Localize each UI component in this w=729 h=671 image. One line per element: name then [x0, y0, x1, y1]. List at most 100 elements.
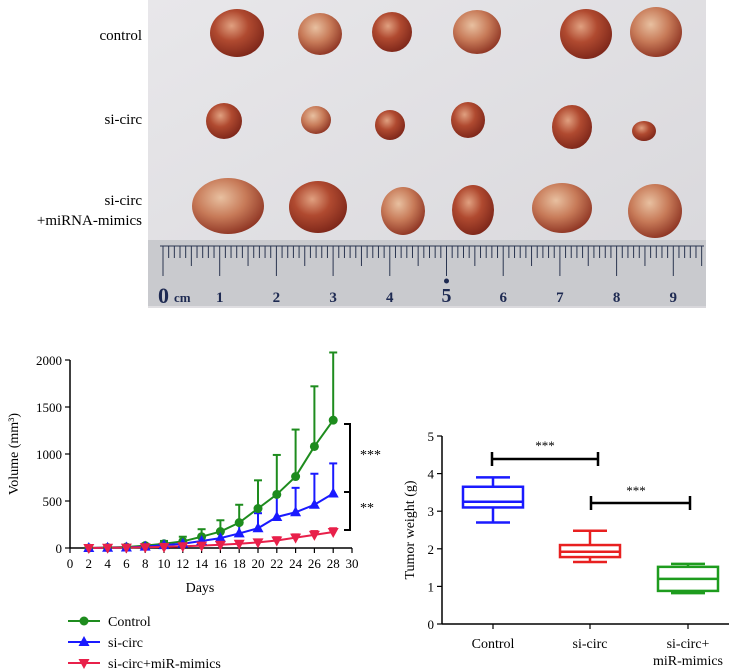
data-point: [233, 539, 245, 550]
tumor: [298, 13, 342, 55]
tumor: [192, 178, 264, 234]
data-point: [214, 532, 226, 543]
row-label-si-circ: si-circ: [105, 112, 143, 128]
tumor: [210, 9, 264, 57]
line-chart-x-tick-label: 0: [67, 556, 74, 571]
tumor: [632, 121, 656, 141]
box-plot-y-tick-label: 5: [428, 429, 435, 444]
box-sig-label-1: ***: [535, 438, 555, 453]
box-category-control: Control: [472, 637, 515, 652]
data-point: [102, 543, 114, 554]
line-chart-y-tick-label: 500: [43, 494, 63, 509]
sig-label-2: **: [360, 501, 374, 516]
data-point: [78, 636, 90, 646]
box-plot-boxes: [461, 476, 720, 595]
line-chart-y-tick-label: 2000: [36, 353, 62, 368]
data-point: [291, 472, 301, 482]
tumor: [451, 102, 485, 138]
volume-line-chart: 0 2 4 6 8 10 12 14 16 18 20 22 24 26 28 300500100015002…: [7, 351, 381, 671]
ruler-ticks: [162, 246, 703, 276]
box-sig-bracket-1: [490, 452, 600, 466]
ruler-dot: [444, 278, 449, 284]
legend-label: si-circ: [108, 636, 143, 651]
legend-label: Control: [108, 615, 151, 630]
line-chart-x-tick-label: 2: [86, 556, 93, 571]
data-point: [196, 541, 208, 552]
data-point: [253, 504, 263, 514]
line-chart-x-tick-label: 10: [158, 556, 171, 571]
data-point: [271, 510, 283, 521]
data-point: [233, 527, 245, 538]
ruler-label: 1: [216, 290, 224, 306]
data-point: [79, 616, 89, 626]
tumor-row-si-circ: [206, 102, 656, 149]
ruler-body: [148, 240, 706, 306]
line-chart-y-tick-label: 0: [56, 541, 63, 556]
line-chart-x-tick-label: 6: [123, 556, 130, 571]
box-plot-y-tick-label: 4: [428, 467, 435, 482]
ruler-label: 3: [329, 290, 337, 306]
data-point: [234, 518, 244, 528]
line-chart-x-tick-label: 26: [308, 556, 322, 571]
ruler-labels: 1 2 3 4 5 6 7 8 9: [216, 278, 678, 307]
line-chart-x-tick-label: 16: [214, 556, 228, 571]
tumor: [452, 185, 494, 235]
data-point: [327, 487, 339, 498]
ruler-unit: cm: [174, 290, 191, 305]
box-plot-axes: 0 1 2 3 4 5: [428, 429, 729, 632]
data-point: [308, 530, 320, 541]
box-plot-ylabel: Tumor weight (g): [403, 480, 418, 579]
tumor-row-control: [210, 7, 682, 59]
box-category-mimics-1: si-circ+: [667, 637, 710, 652]
data-point: [328, 415, 338, 425]
ruler-label: 2: [273, 290, 281, 306]
box-plot-y-tick-label: 3: [428, 504, 435, 519]
tumor: [628, 184, 682, 238]
ruler: 0 cm 1 2 3 4 5 6 7 8 9: [148, 240, 706, 308]
line-chart-x-tick-label: 30: [346, 556, 359, 571]
data-point: [120, 543, 132, 554]
legend-label: si-circ+miR-mimics: [108, 657, 221, 671]
ruler-zero: 0: [158, 283, 169, 308]
tumor: [372, 12, 412, 52]
data-point: [177, 542, 189, 553]
line-chart-x-tick-label: 8: [142, 556, 149, 571]
row-label-si-circ-2: si-circ: [105, 193, 143, 209]
data-point: [215, 527, 225, 537]
box-sig-bracket-2: [589, 496, 692, 510]
box-sig-label-2: ***: [626, 483, 646, 498]
box-category-si-circ: si-circ: [573, 637, 608, 652]
row-label-control: control: [100, 28, 143, 44]
tumor: [381, 187, 425, 235]
data-point: [139, 543, 151, 554]
tumor: [206, 103, 242, 139]
box-body: [461, 485, 525, 509]
tumor: [289, 181, 347, 233]
ruler-label: 8: [613, 290, 621, 306]
data-point: [252, 522, 264, 533]
data-point: [158, 542, 170, 553]
tumor-row-si-circ-mimics: [192, 178, 682, 238]
data-point: [308, 498, 320, 509]
sig-label-1: ***: [360, 448, 381, 463]
line-chart-legend: Control si-circ si-circ+miR-mimics: [68, 615, 221, 671]
line-chart-x-tick-label: 20: [252, 556, 265, 571]
tumor: [453, 10, 501, 54]
tumor: [375, 110, 405, 140]
tumor-photo: 0 cm 1 2 3 4 5 6 7 8 9: [148, 0, 706, 308]
line-chart-x-tick-label: 4: [104, 556, 111, 571]
data-point: [290, 506, 302, 517]
box-plot-y-tick-label: 0: [428, 617, 435, 632]
tumor: [552, 105, 592, 149]
tumor: [532, 183, 592, 233]
line-chart-y-tick-label: 1500: [36, 400, 62, 415]
ruler-label: 9: [670, 290, 678, 306]
line-chart-y-tick-label: 1000: [36, 447, 62, 462]
line-chart-markers: [83, 415, 339, 554]
data-point: [327, 528, 339, 539]
data-point: [78, 659, 90, 669]
line-chart-x-tick-label: 14: [195, 556, 209, 571]
line-chart-x-tick-label: 24: [289, 556, 303, 571]
tumor: [301, 106, 331, 134]
